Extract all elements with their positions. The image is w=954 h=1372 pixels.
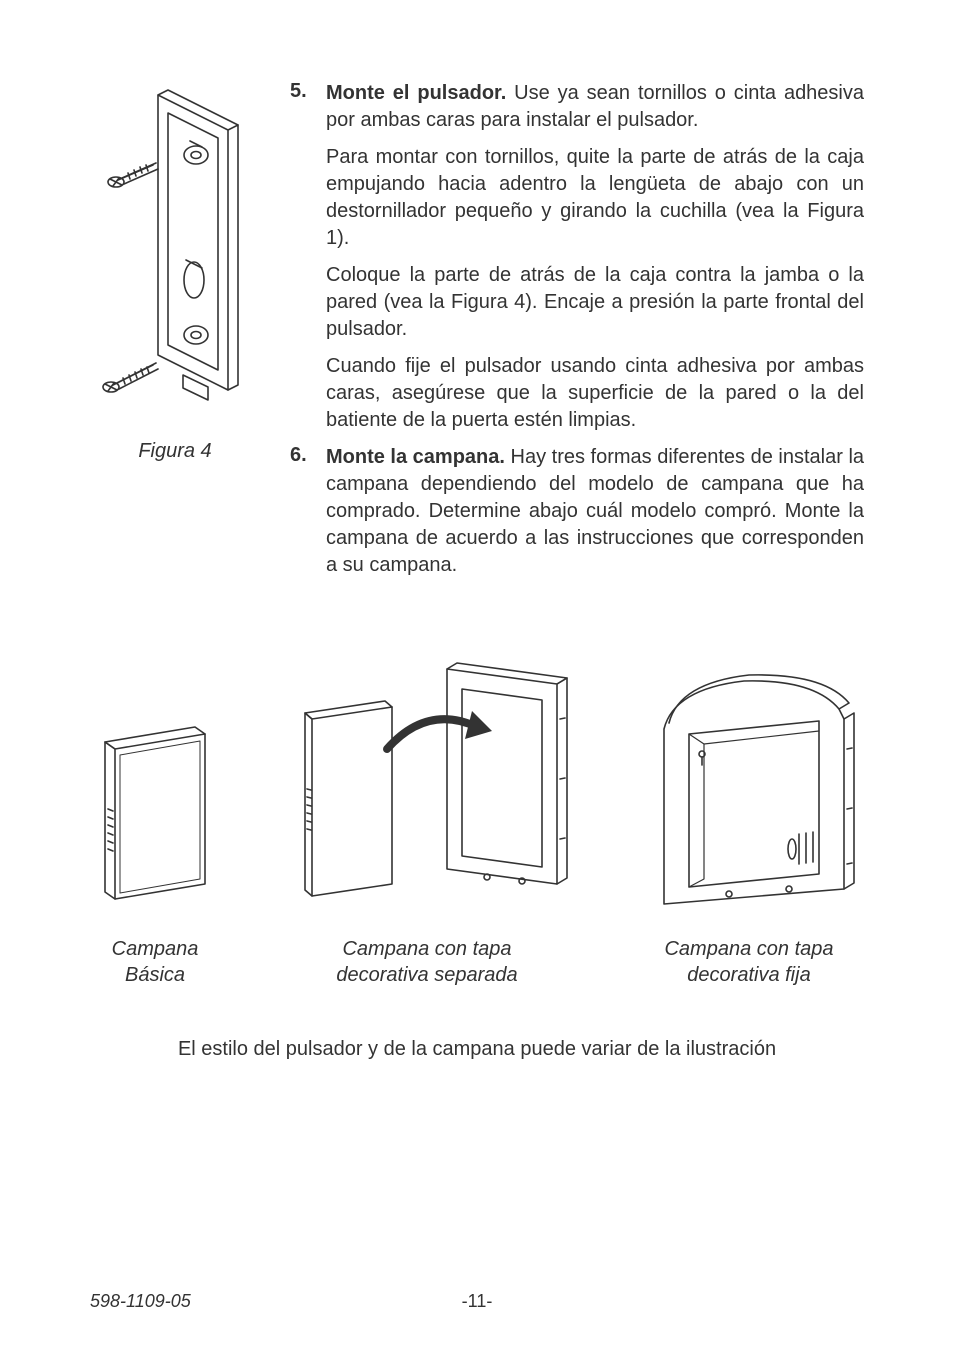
chime-separate-diagram xyxy=(277,649,577,919)
chime-basic-diagram xyxy=(90,719,220,919)
chime-basic-caption: Campana Básica xyxy=(90,936,220,988)
style-variation-note: El estilo del pulsador y de la campana p… xyxy=(90,1038,864,1061)
page-number: -11- xyxy=(462,1291,493,1312)
item5-para4: Cuando fije el pulsador usando cinta adh… xyxy=(326,353,864,434)
instruction-text-column: 5. Monte el pulsador. Use ya sean tornil… xyxy=(290,80,864,589)
chime-separate-line2: decorativa separada xyxy=(336,964,517,986)
chime-fixed-line2: decorativa fija xyxy=(687,964,810,986)
item6-para1: Monte la campana. Hay tres formas difere… xyxy=(326,444,864,579)
chime-separate-line1: Campana con tapa xyxy=(342,938,511,960)
chime-basic-line2: Básica xyxy=(125,964,185,986)
item5-para2: Para montar con tornillos, quite la part… xyxy=(326,144,864,252)
chime-basic-line1: Campana xyxy=(112,938,199,960)
figure-4-diagram xyxy=(98,85,253,425)
page-footer: 598-1109-05 -11- 598-1109-05 xyxy=(90,1291,864,1312)
chime-models-row: Campana Básica xyxy=(90,649,864,988)
chime-separate-cover: Campana con tapa decorativa separada xyxy=(277,649,577,988)
figure-4-column: Figura 4 xyxy=(90,80,260,589)
list-number-5: 5. xyxy=(290,80,307,103)
item5-para1: Monte el pulsador. Use ya sean tornillos… xyxy=(326,80,864,134)
chime-fixed-caption: Campana con tapa decorativa fija xyxy=(634,936,864,988)
document-number: 598-1109-05 xyxy=(90,1291,191,1312)
item5-heading: Monte el pulsador. xyxy=(326,82,506,104)
figure-4-caption: Figura 4 xyxy=(90,440,260,463)
chime-basic: Campana Básica xyxy=(90,719,220,988)
instruction-item-5: 5. Monte el pulsador. Use ya sean tornil… xyxy=(326,80,864,434)
item6-heading: Monte la campana. xyxy=(326,446,505,468)
list-number-6: 6. xyxy=(290,444,307,467)
chime-separate-caption: Campana con tapa decorativa separada xyxy=(277,936,577,988)
instruction-item-6: 6. Monte la campana. Hay tres formas dif… xyxy=(326,444,864,579)
chime-fixed-diagram xyxy=(634,669,864,919)
item5-para3: Coloque la parte de atrás de la caja con… xyxy=(326,262,864,343)
chime-fixed-cover: Campana con tapa decorativa fija xyxy=(634,669,864,988)
chime-fixed-line1: Campana con tapa xyxy=(664,938,833,960)
